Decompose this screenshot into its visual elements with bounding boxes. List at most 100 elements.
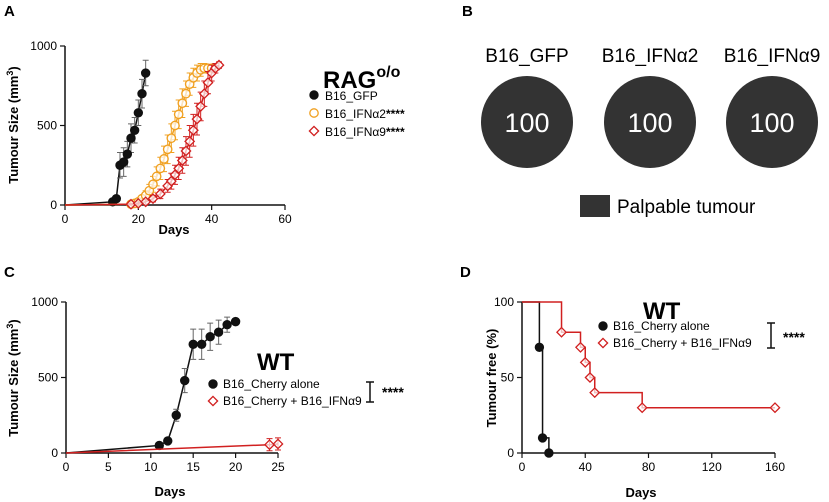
panel-d-series-2-point: [556, 326, 568, 338]
panel-c-legend-marker-2: [207, 395, 219, 407]
panel-d-plot: 0 40 80 120 160 0 50 100: [494, 295, 785, 474]
panel-a-legend-name-3: B16_IFNα9: [325, 125, 386, 139]
panel-c-series-1-point: [230, 316, 241, 327]
panel-a-series-3-point: [198, 88, 210, 100]
panel-a-legend-label-1: B16_GFP: [325, 89, 378, 103]
panel-d-y-tick-label: 50: [501, 371, 515, 385]
panel-c-x-tick-label: 20: [229, 460, 243, 474]
panel-c-x-tick-label: 15: [187, 460, 201, 474]
panel-d-series-2-point: [584, 371, 596, 384]
panel-d-series-1-step-line: [522, 301, 550, 453]
panel-a-y-tick-label: 500: [37, 119, 57, 133]
panel-a-x-tick-label: 20: [132, 212, 146, 226]
panel-a-series-2-point: [162, 144, 173, 155]
panel-c-series-1-point: [188, 339, 198, 349]
panel-a-title: RAGo/o: [323, 64, 401, 94]
panel-c-title: WT: [257, 349, 295, 376]
panel-a-series-2-point: [159, 154, 169, 164]
panel-a-legend-marker-2: [309, 108, 319, 118]
panel-d-title: WT: [643, 298, 681, 325]
panel-a-series-2-point: [177, 98, 188, 109]
panel-c-y-tick-label: 0: [51, 446, 58, 460]
panel-b-legend-swatch: [580, 195, 610, 217]
panel-a-series-1-point: [111, 193, 122, 204]
panel-a-series-1-point: [140, 68, 151, 78]
panel-b-column-label-3: B16_IFNα9: [724, 46, 821, 67]
panel-a-series-3-point: [147, 193, 159, 205]
panel-a-series-1-point: [122, 149, 133, 159]
panel-b-column-label-1: B16_GFP: [485, 46, 568, 67]
panel-d-ylabel: Tumour free (%): [484, 329, 499, 428]
panel-d-series-1-point: [534, 342, 545, 352]
panel-a-title-main: RAG: [323, 67, 376, 94]
panel-d-legend: B16_Cherry alone B16_Cherry + B16_IFNα9: [597, 319, 752, 350]
panel-c-y-tick-label: 500: [38, 371, 58, 385]
panel-a-series-3-point: [213, 59, 225, 71]
panel-b-column-label-2: B16_IFNα2: [602, 46, 699, 67]
panel-d-series-2-point: [589, 387, 601, 399]
panel-c-series-1-point: [163, 436, 173, 446]
panel-b-circle-1: [481, 76, 573, 168]
panel-d-series-2: [522, 301, 781, 414]
panel-d-significance-bracket: [767, 322, 775, 349]
panel-c-series-1-point: [171, 410, 181, 420]
panel-c-series-2: [65, 437, 284, 454]
panel-letter-c: C: [4, 264, 15, 281]
panel-a-series-2-point: [181, 88, 191, 99]
panel-d-series-2-point: [769, 402, 781, 414]
panel-a-legend-significance-3: ****: [386, 125, 405, 139]
panel-c-ylabel-close: ): [6, 319, 21, 323]
panel-c-significance-bracket: [366, 381, 374, 403]
panel-b-legend-label: Palpable tumour: [617, 197, 756, 218]
panel-a-xlabel: Days: [158, 222, 189, 237]
panel-c-xlabel: Days: [154, 484, 185, 499]
panel-d-series-1-point: [544, 448, 554, 458]
panel-c-series-1-point: [180, 375, 190, 386]
panel-a-legend-significance-2: ****: [386, 107, 405, 121]
panel-a-legend-name-2: B16_IFNα2: [325, 107, 386, 121]
panel-d-legend-label-1: B16_Cherry alone: [613, 319, 710, 333]
panel-c-x-tick-label: 5: [105, 460, 112, 474]
panel-a-series-3-point: [191, 113, 203, 125]
panel-a-legend-name-1: B16_GFP: [325, 89, 378, 103]
panel-a-series-3-point: [140, 196, 152, 208]
panel-a-legend-label-3: B16_IFNα9****: [325, 125, 405, 139]
panel-b-circle-value-2: 100: [627, 108, 672, 138]
panel-a-series-1-point: [118, 157, 129, 167]
panel-a-series-3-point: [154, 188, 166, 200]
panel-a-x-tick-label: 40: [205, 212, 219, 226]
panel-d-xlabel: Days: [625, 485, 656, 500]
panel-a-series-2-point: [148, 179, 158, 190]
panel-a-series-2-point: [173, 109, 184, 120]
panel-d-series-1-point: [537, 433, 548, 443]
panel-a-ylabel-main: Tumour Size (mm: [6, 76, 21, 184]
panel-d-series-2-point: [579, 356, 591, 368]
panel-letter-a: A: [4, 3, 15, 20]
panel-a-ylabel: Tumour Size (mm3): [5, 66, 21, 183]
panel-d-x-tick-label: 120: [702, 460, 722, 474]
panel-c-x-tick-label: 10: [144, 460, 158, 474]
panel-d-legend-label-2: B16_Cherry + B16_IFNα9: [613, 336, 752, 350]
panel-d-series-2-point: [574, 341, 587, 353]
panel-c-series-1-point: [222, 319, 232, 330]
panel-c-legend-label-2: B16_Cherry + B16_IFNα9: [223, 394, 362, 408]
panel-c-plot: 0 5 10 15 20 25 0 500 1000: [31, 295, 285, 474]
panel-c-legend: B16_Cherry alone B16_Cherry + B16_IFNα9: [207, 377, 362, 408]
panel-a-series-1-point: [137, 89, 147, 99]
panel-a-series-3-point: [202, 77, 214, 89]
panel-a-series-1-point: [129, 125, 140, 135]
panel-c-ylabel-main: Tumour Size (mm: [6, 329, 21, 437]
panel-a-ylabel-close: ): [6, 66, 21, 70]
panel-c-ylabel: Tumour Size (mm3): [5, 319, 21, 436]
panel-a-series-2-point: [151, 171, 162, 182]
panel-d-x-tick-label: 160: [765, 460, 785, 474]
panel-a-y-tick-label: 0: [50, 198, 57, 212]
panel-a-y-tick-label: 1000: [30, 39, 57, 53]
panel-a-series-1: [64, 59, 151, 207]
panel-letter-b: B: [462, 3, 473, 20]
panel-a-series-1-point: [133, 108, 144, 118]
panel-d-significance: ****: [783, 329, 805, 345]
panel-b-circle-value-1: 100: [504, 108, 549, 138]
